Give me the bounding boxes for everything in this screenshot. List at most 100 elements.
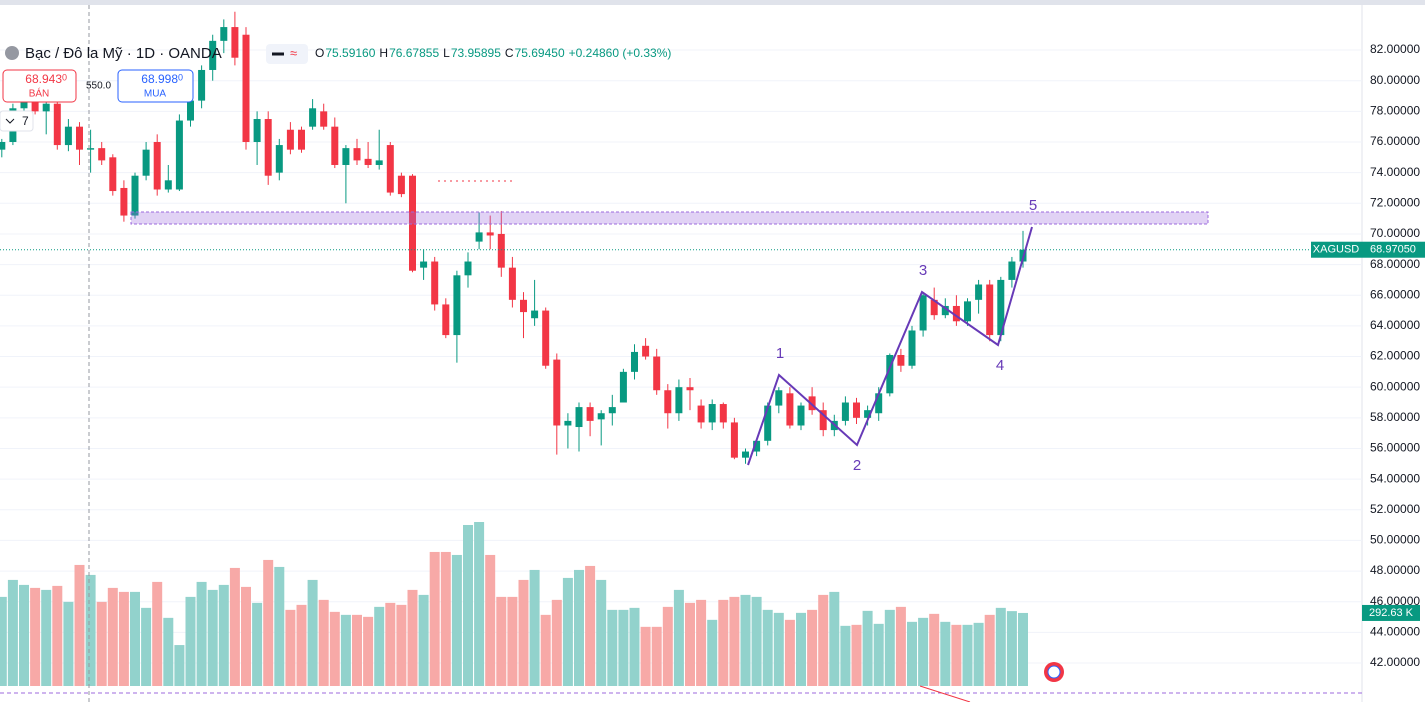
candle-body (553, 359, 561, 426)
y-tick-label: 56.00000 (1370, 441, 1420, 455)
candle-body (608, 407, 616, 414)
candle-body (730, 422, 738, 458)
candle-body (975, 284, 983, 300)
volume-bar (296, 604, 307, 686)
volume-bar (529, 569, 540, 686)
volume-bar (463, 524, 473, 686)
candle-body (675, 387, 683, 414)
volume-bar (418, 594, 429, 686)
volume-bar (751, 596, 762, 686)
candle-body (131, 175, 139, 216)
volume-bar (352, 614, 362, 686)
candle-body (298, 129, 305, 150)
candle-body (220, 27, 228, 41)
candle-body (775, 390, 783, 406)
zone (130, 211, 1209, 225)
ohlc-value: 73.95895 (451, 46, 501, 60)
y-tick-label: 74.00000 (1370, 165, 1420, 179)
sell-label: BÁN (29, 87, 50, 100)
volume-bar (629, 607, 640, 686)
candle-body (331, 126, 339, 165)
candle-body (575, 407, 583, 428)
candle-body (0, 141, 6, 150)
candle-body (497, 233, 505, 268)
buy-label: MUA (144, 89, 167, 100)
candle-body (431, 261, 439, 305)
candle-body (386, 145, 394, 193)
price-tag-label: 68.97050 (1370, 244, 1416, 256)
y-tick-label: 58.00000 (1370, 410, 1420, 424)
buy-button[interactable] (117, 69, 194, 103)
volume-bar (19, 584, 29, 686)
y-tick-label: 76.00000 (1370, 134, 1420, 148)
volume-bar (285, 609, 296, 686)
candle-body (64, 126, 72, 146)
volume-bar (640, 626, 651, 686)
candle-body (708, 404, 716, 423)
volume-bar (429, 551, 440, 686)
candle-body (808, 396, 816, 411)
volume-bar (0, 596, 7, 686)
candle-body (164, 180, 172, 190)
symbol-title[interactable]: Bạc / Đô la Mỹ · 1D · OANDA (25, 45, 222, 62)
candle-body (653, 356, 661, 391)
candle-body (531, 310, 539, 319)
candle-body (797, 405, 805, 426)
interval-box[interactable] (0, 110, 34, 132)
candle-body (231, 27, 239, 58)
candle-body (1008, 261, 1016, 280)
volume-bar (574, 569, 584, 686)
candle-body (364, 158, 372, 165)
symbol-tag (1311, 241, 1362, 258)
volume-bar (518, 579, 529, 686)
volume-bar (363, 616, 374, 686)
volume-bar (274, 566, 285, 686)
candle-body (542, 310, 550, 366)
volume-bar (607, 609, 618, 686)
ohlc-value: 76.67855 (389, 46, 439, 60)
volume-bar (718, 599, 729, 686)
candle-body (508, 267, 516, 300)
volume-bar (540, 614, 551, 686)
candle-body (964, 301, 971, 322)
y-tick-label: 68.00000 (1370, 257, 1420, 271)
volume-bar (729, 596, 740, 686)
volume-bar (562, 577, 573, 686)
candle-body (209, 40, 217, 70)
volume-bar (1018, 612, 1028, 686)
volume-bar (995, 607, 1006, 686)
wave-label: 2 (853, 457, 861, 474)
volume-bar (229, 567, 240, 686)
ohlc-key: L (443, 46, 450, 60)
candle-body (342, 148, 350, 165)
volume-bar (207, 589, 218, 686)
y-tick-label: 72.00000 (1370, 195, 1420, 209)
volume-bar (662, 606, 673, 686)
sell-digit: 0 (62, 72, 67, 82)
candle-body (941, 305, 949, 316)
volume-bar (984, 614, 995, 686)
y-tick-label: 46.00000 (1370, 594, 1420, 608)
candle-body (841, 402, 849, 421)
toggle[interactable] (266, 44, 308, 64)
candle-body (819, 410, 827, 431)
y-tick-label: 80.00000 (1370, 73, 1420, 87)
candle-body (375, 160, 383, 165)
candle-body (952, 305, 960, 322)
volume-bar (807, 609, 818, 686)
volume-bar (773, 612, 784, 686)
volume-bar (796, 612, 806, 686)
candle-body (275, 145, 283, 173)
buy-price: 68.998 (141, 72, 178, 86)
volume-bar (884, 609, 895, 686)
candle-body (20, 102, 28, 109)
candle-body (753, 440, 761, 452)
candle-body (719, 404, 727, 423)
price-tag (1362, 241, 1425, 258)
candle-body (908, 330, 916, 366)
volume-bar (951, 624, 962, 686)
sell-button[interactable] (2, 69, 77, 103)
candle-body (397, 175, 405, 195)
volume-bar (907, 621, 917, 686)
